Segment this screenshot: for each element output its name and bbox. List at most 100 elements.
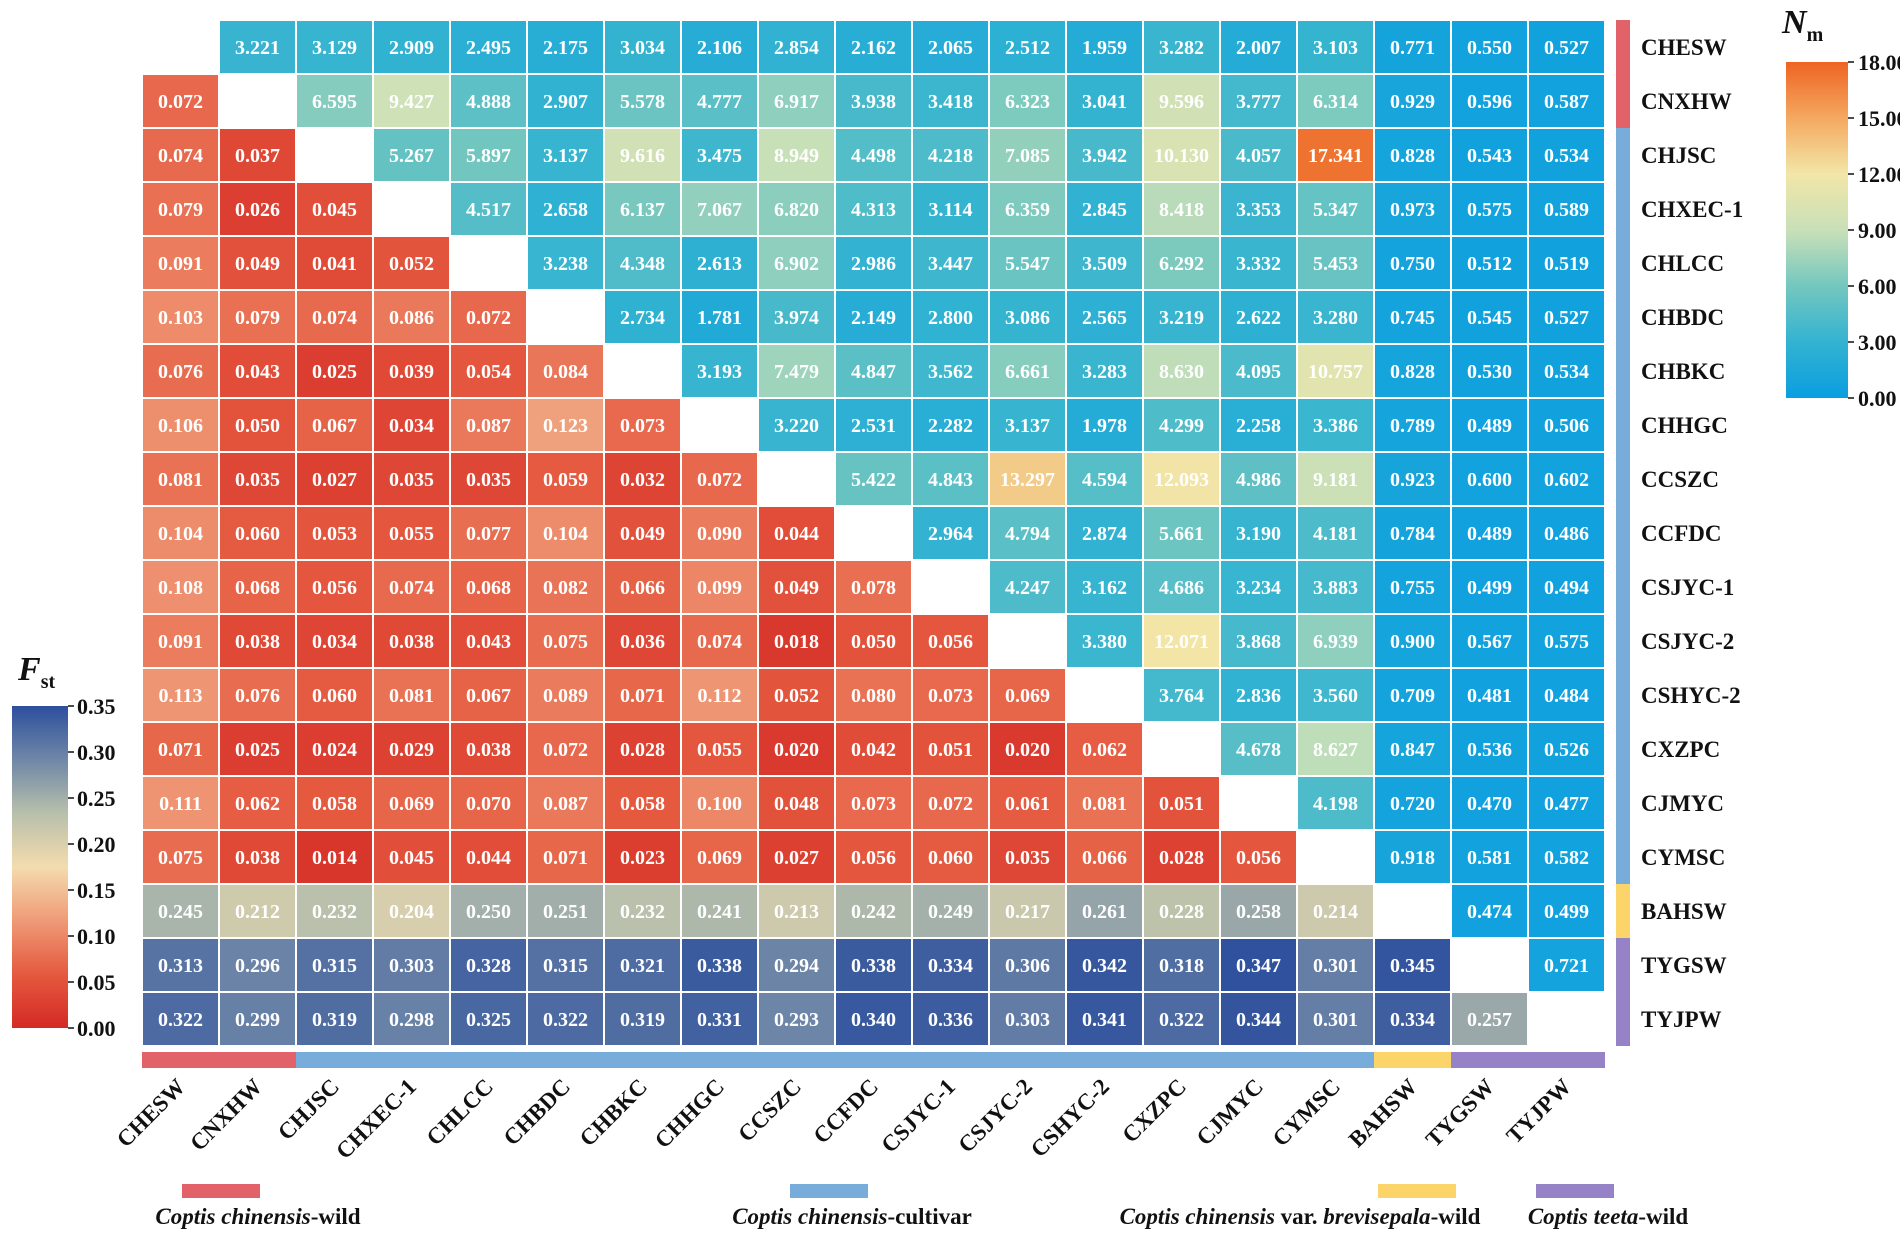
nm-cell-bg <box>1450 721 1529 777</box>
fst-cell-value: 0.034 <box>312 631 357 653</box>
fst-cell-value: 0.020 <box>1005 739 1050 761</box>
fst-cell-value: 0.028 <box>620 739 665 761</box>
fst-cell-bg <box>372 505 451 561</box>
nm-cell: 0.750 <box>1373 235 1452 291</box>
fst-cell-value: 0.123 <box>543 415 588 437</box>
nm-cell: 4.313 <box>834 181 913 237</box>
nm-cell-bg <box>1296 775 1375 831</box>
fst-cell-value: 0.067 <box>312 415 357 437</box>
nm-cell-value: 2.800 <box>928 307 973 329</box>
nm-cell-value: 4.247 <box>1005 577 1050 599</box>
nm-cell-bg <box>1219 127 1298 183</box>
fst-cell-bg <box>526 343 605 399</box>
nm-cell: 8.630 <box>1142 343 1221 399</box>
fst-cell: 0.325 <box>449 991 528 1047</box>
nm-tick-label: 12.00 <box>1858 162 1900 187</box>
fst-cell-value: 0.242 <box>851 901 896 923</box>
fst-cell-value: 0.072 <box>466 307 511 329</box>
column-label: CHBDC <box>499 1074 575 1150</box>
nm-tick-label: 15.00 <box>1858 106 1900 131</box>
fst-cell-value: 0.204 <box>389 901 434 923</box>
group-suffix: -wild <box>311 1204 361 1229</box>
nm-cell: 0.582 <box>1527 829 1606 885</box>
fst-cell: 0.044 <box>757 505 836 561</box>
nm-cell: 4.095 <box>1219 343 1298 399</box>
nm-cell-bg <box>911 181 990 237</box>
nm-cell-value: 0.789 <box>1390 415 1435 437</box>
row-label: CXZPC <box>1641 737 1720 762</box>
nm-cell: 6.820 <box>757 181 836 237</box>
nm-cell: 6.323 <box>988 73 1067 129</box>
nm-cell: 3.193 <box>680 343 759 399</box>
fst-cell-value: 0.038 <box>389 631 434 653</box>
nm-cell: 4.594 <box>1065 451 1144 507</box>
fst-cell-value: 0.035 <box>235 469 280 491</box>
nm-cell-bg <box>603 127 682 183</box>
nm-cell-bg <box>1527 73 1606 129</box>
fst-colorbar-gradient <box>12 706 68 1028</box>
fst-cell: 0.318 <box>1142 937 1221 993</box>
nm-cell-bg <box>1527 19 1606 75</box>
nm-cell-value: 4.498 <box>851 145 896 167</box>
fst-cell-value: 0.059 <box>543 469 588 491</box>
fst-cell-bg <box>295 883 374 939</box>
fst-cell: 0.070 <box>449 775 528 831</box>
nm-cell: 3.238 <box>526 235 605 291</box>
fst-cell-value: 0.334 <box>1390 1009 1435 1031</box>
nm-cell-value: 0.575 <box>1467 199 1512 221</box>
nm-cell: 0.550 <box>1450 19 1529 75</box>
nm-cell-bg <box>1296 235 1375 291</box>
fst-cell: 0.336 <box>911 991 990 1047</box>
nm-title-sub: m <box>1807 24 1824 46</box>
fst-cell: 0.087 <box>526 775 605 831</box>
nm-cell-value: 12.071 <box>1154 631 1209 653</box>
fst-cell-bg <box>911 613 990 669</box>
nm-cell: 0.784 <box>1373 505 1452 561</box>
nm-cell: 4.181 <box>1296 505 1375 561</box>
fst-cell-bg <box>680 829 759 885</box>
fst-cell: 0.087 <box>449 397 528 453</box>
fst-cell-bg <box>834 937 913 993</box>
nm-cell-bg <box>1296 181 1375 237</box>
fst-cell-value: 0.321 <box>620 955 665 977</box>
fst-cell-value: 0.042 <box>851 739 896 761</box>
fst-cell: 0.104 <box>526 505 605 561</box>
nm-cell: 3.283 <box>1065 343 1144 399</box>
fst-cell: 0.303 <box>988 991 1067 1047</box>
fst-cell-value: 0.074 <box>158 145 203 167</box>
nm-cell-bg <box>1142 235 1221 291</box>
nm-cell: 0.602 <box>1527 451 1606 507</box>
nm-cell: 0.567 <box>1450 613 1529 669</box>
fst-cell-value: 0.251 <box>543 901 588 923</box>
fst-cell: 0.306 <box>988 937 1067 993</box>
fst-cell: 0.067 <box>295 397 374 453</box>
nm-cell-value: 3.560 <box>1313 685 1358 707</box>
nm-cell-value: 8.630 <box>1159 361 1204 383</box>
nm-cell: 2.836 <box>1219 667 1298 723</box>
nm-cell: 0.771 <box>1373 19 1452 75</box>
fst-cell-bg <box>449 721 528 777</box>
group-bar-bottom <box>296 1052 1374 1068</box>
fst-cell-value: 0.232 <box>620 901 665 923</box>
fst-tick-label: 0.10 <box>77 924 116 949</box>
fst-cell: 0.073 <box>603 397 682 453</box>
fst-cell: 0.076 <box>218 667 297 723</box>
nm-cell: 4.678 <box>1219 721 1298 777</box>
fst-cell: 0.056 <box>1219 829 1298 885</box>
nm-cell-bg <box>1450 19 1529 75</box>
nm-cell-value: 2.909 <box>389 37 434 59</box>
nm-cell-value: 0.784 <box>1390 523 1435 545</box>
fst-cell-value: 0.322 <box>1159 1009 1204 1031</box>
fst-cell-bg <box>372 937 451 993</box>
nm-cell: 0.973 <box>1373 181 1452 237</box>
fst-cell: 0.245 <box>141 883 220 939</box>
fst-cell: 0.062 <box>1065 721 1144 777</box>
fst-cell-value: 0.055 <box>389 523 434 545</box>
nm-cell-value: 1.978 <box>1082 415 1127 437</box>
nm-cell-value: 8.627 <box>1313 739 1358 761</box>
nm-cell-value: 3.034 <box>620 37 665 59</box>
fst-cell: 0.242 <box>834 883 913 939</box>
nm-cell: 0.494 <box>1527 559 1606 615</box>
fst-cell-bg <box>988 721 1067 777</box>
fst-cell: 0.319 <box>295 991 374 1047</box>
